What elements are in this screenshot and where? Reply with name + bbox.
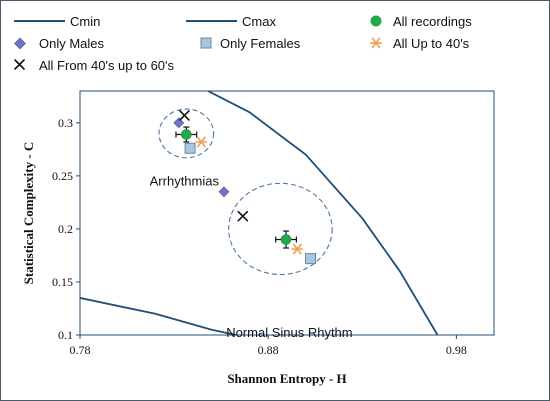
legend-label-only-females: Only Females (220, 36, 301, 51)
group-circle-arrhythmias (158, 108, 215, 159)
legend-label-40s-to-60s: All From 40's up to 60's (39, 58, 175, 73)
y-tick-label: 0.1 (58, 328, 73, 342)
y-axis-title: Statistical Complexity - C (21, 142, 36, 285)
legend-label-cmax: Cmax (242, 14, 276, 29)
point-all-recordings (280, 234, 292, 245)
legend-label-all-recordings: All recordings (393, 14, 472, 29)
point-all-up-to-40-s (291, 243, 304, 255)
point-only-males (173, 117, 185, 129)
point-all-recordings (181, 129, 192, 140)
legend-marker-all-recordings (370, 15, 382, 27)
legend-item-up-to-40s: All Up to 40's (370, 36, 470, 51)
point-only-females (184, 142, 196, 154)
legend-marker-only-females (200, 37, 212, 49)
legend-item-only-males: Only Males (14, 36, 105, 51)
legend-marker-up-to-40s (370, 37, 382, 49)
x-tick-label: 0.98 (446, 343, 467, 357)
y-tick-label: 0.3 (58, 116, 73, 130)
x-tick-label: 0.88 (258, 343, 279, 357)
group-circle-normal-sinus-rhythm (228, 182, 333, 276)
legend-item-40s-to-60s: All From 40's up to 60's (14, 58, 175, 73)
y-tick-label: 0.25 (52, 169, 73, 183)
curve-cmin (80, 297, 237, 335)
point-all-from-40-s-up-to-60-s (179, 110, 190, 121)
legend-item-cmax: Cmax (186, 14, 276, 29)
point-all-up-to-40-s (195, 136, 208, 148)
legend-item-cmin: Cmin (14, 14, 100, 29)
legend-item-all-recordings: All recordings (370, 14, 472, 29)
legend-item-only-females: Only Females (200, 36, 301, 51)
legend-label-cmin: Cmin (70, 14, 100, 29)
group-label-normal-sinus-rhythm: Normal Sinus Rhythm (226, 325, 352, 340)
x-tick-label: 0.78 (70, 343, 91, 357)
group-label-arrhythmias: Arrhythmias (150, 173, 220, 188)
legend-label-only-males: Only Males (39, 36, 105, 51)
legend: Cmin Cmax All recordings Only Males Only… (14, 14, 472, 73)
legend-marker-only-males (14, 37, 26, 50)
x-axis-title: Shannon Entropy - H (227, 371, 346, 386)
legend-label-up-to-40s: All Up to 40's (393, 36, 470, 51)
point-only-males (218, 186, 230, 198)
y-tick-label: 0.2 (58, 222, 73, 236)
point-only-females (305, 253, 317, 265)
legend-marker-40s-to-60s (14, 59, 25, 70)
point-all-from-40-s-up-to-60-s (237, 210, 249, 222)
plot-area: 0.78 0.88 0.98 0.1 0.15 0.2 0.25 0.3 Shannon Ent… (21, 90, 495, 386)
plot-frame (79, 90, 495, 336)
y-tick-label: 0.15 (52, 275, 73, 289)
curve-cmax (207, 91, 439, 335)
